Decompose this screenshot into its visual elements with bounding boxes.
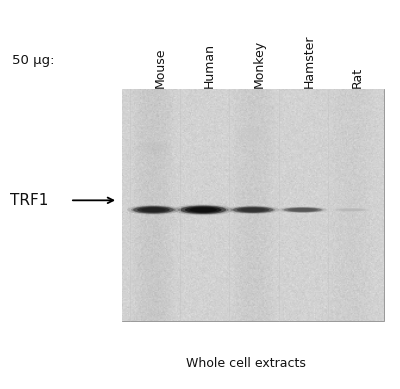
Ellipse shape (233, 207, 273, 213)
Text: Hamster: Hamster (303, 34, 316, 88)
Ellipse shape (332, 208, 370, 212)
Ellipse shape (180, 206, 226, 214)
Ellipse shape (239, 131, 267, 140)
Ellipse shape (337, 209, 366, 211)
Ellipse shape (141, 175, 166, 180)
Text: 50 μg:: 50 μg: (12, 54, 54, 67)
Ellipse shape (190, 207, 217, 212)
Bar (122, 89, 384, 321)
Ellipse shape (131, 206, 176, 214)
Ellipse shape (282, 207, 324, 212)
Ellipse shape (142, 143, 165, 151)
Ellipse shape (231, 206, 275, 213)
Ellipse shape (335, 208, 367, 211)
Ellipse shape (136, 142, 170, 153)
Text: TRF1: TRF1 (10, 193, 48, 208)
Ellipse shape (284, 207, 322, 212)
Ellipse shape (137, 207, 170, 213)
Text: Human: Human (203, 42, 216, 88)
Ellipse shape (291, 209, 314, 211)
Ellipse shape (127, 205, 180, 215)
Ellipse shape (233, 129, 273, 143)
Ellipse shape (178, 205, 228, 214)
Text: Rat: Rat (351, 67, 364, 88)
Text: Mouse: Mouse (154, 47, 166, 88)
Ellipse shape (288, 208, 318, 212)
Ellipse shape (174, 205, 233, 215)
Ellipse shape (241, 208, 265, 212)
Text: Whole cell extracts: Whole cell extracts (186, 357, 306, 370)
Ellipse shape (340, 209, 363, 211)
Ellipse shape (278, 207, 328, 213)
Text: Monkey: Monkey (253, 39, 266, 88)
Ellipse shape (237, 207, 269, 212)
Ellipse shape (185, 207, 222, 213)
Ellipse shape (133, 206, 174, 214)
Ellipse shape (343, 209, 360, 211)
Ellipse shape (227, 206, 279, 214)
Ellipse shape (141, 208, 166, 212)
